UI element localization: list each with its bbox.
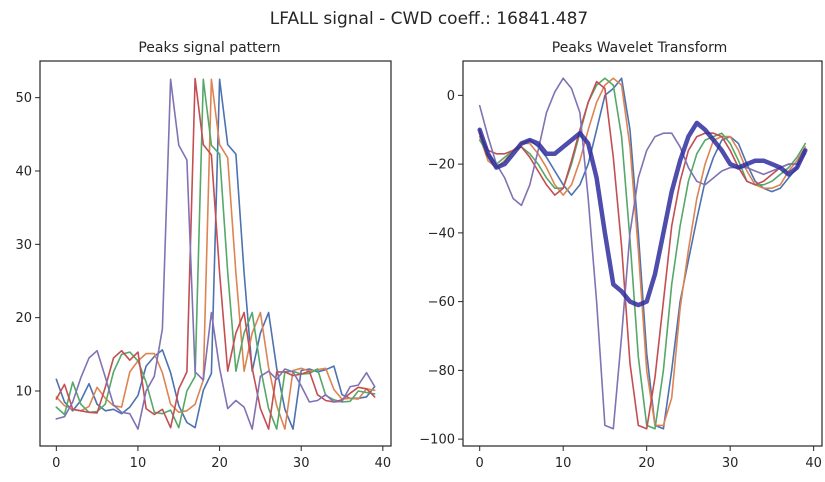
panel-1-x-tick-label: 30 — [722, 456, 739, 471]
panel-1-y-tick-label: −40 — [428, 226, 455, 241]
panel-0-y-tick-label: 20 — [15, 311, 32, 326]
panel-1-series-1-line — [478, 77, 807, 427]
panel-0-x-tick-label: 40 — [375, 456, 392, 471]
panel-1-y-tick-label: −60 — [428, 295, 455, 310]
right-panel-axes: 0 10 20 30 40 0 −20 −40 −60 −80 −100 — [419, 89, 822, 471]
right-panel-plot-area — [477, 77, 808, 430]
left-panel-axes: 0 10 20 30 40 10 20 30 40 50 — [15, 91, 391, 471]
left-panel-plot-area — [55, 77, 376, 430]
panel-0-y-tick-label: 30 — [15, 238, 32, 253]
panel-1-x-tick-label: 0 — [476, 456, 484, 471]
panel-0-x-tick-label: 10 — [130, 456, 147, 471]
panel-0-y-tick-label: 10 — [15, 385, 32, 400]
left-panel-frame — [39, 60, 392, 447]
panel-0-series-2-line — [55, 78, 376, 430]
panel-1-series-3-line — [478, 80, 807, 430]
peaks-wavelet-transform-panel: Peaks Wavelet Transform 0 10 20 30 40 0 −20 −40… — [419, 40, 823, 471]
figure-suptitle: LFALL signal - CWD coeff.: 16841.487 — [270, 9, 588, 29]
panel-0-x-tick-label: 0 — [52, 456, 60, 471]
panel-1-x-tick-label: 10 — [555, 456, 572, 471]
panel-1-y-tick-label: −100 — [419, 433, 455, 448]
panel-1-series-4-line — [478, 77, 807, 430]
panel-0-x-tick-label: 30 — [293, 456, 310, 471]
panel-0-series-4-line — [55, 78, 376, 430]
panel-0-y-tick-label: 40 — [15, 165, 32, 180]
panel-1-series-5-line — [477, 120, 808, 308]
panel-0-y-tick-label: 50 — [15, 91, 32, 106]
panel-0-series-0-line — [55, 78, 376, 430]
peaks-signal-pattern-panel: Peaks signal pattern 0 10 20 30 40 10 20 30 40 50 — [15, 40, 392, 471]
right-panel-title: Peaks Wavelet Transform — [552, 40, 728, 56]
panel-1-y-tick-label: −80 — [428, 364, 455, 379]
left-panel-title: Peaks signal pattern — [138, 40, 280, 56]
panel-1-y-tick-label: −20 — [428, 158, 455, 173]
panel-1-x-tick-label: 40 — [805, 456, 822, 471]
panel-0-x-tick-label: 20 — [211, 456, 228, 471]
right-panel-frame — [462, 60, 823, 447]
panel-0-series-1-line — [55, 78, 376, 430]
panel-1-x-tick-label: 20 — [638, 456, 655, 471]
panel-1-y-tick-label: 0 — [447, 89, 455, 104]
